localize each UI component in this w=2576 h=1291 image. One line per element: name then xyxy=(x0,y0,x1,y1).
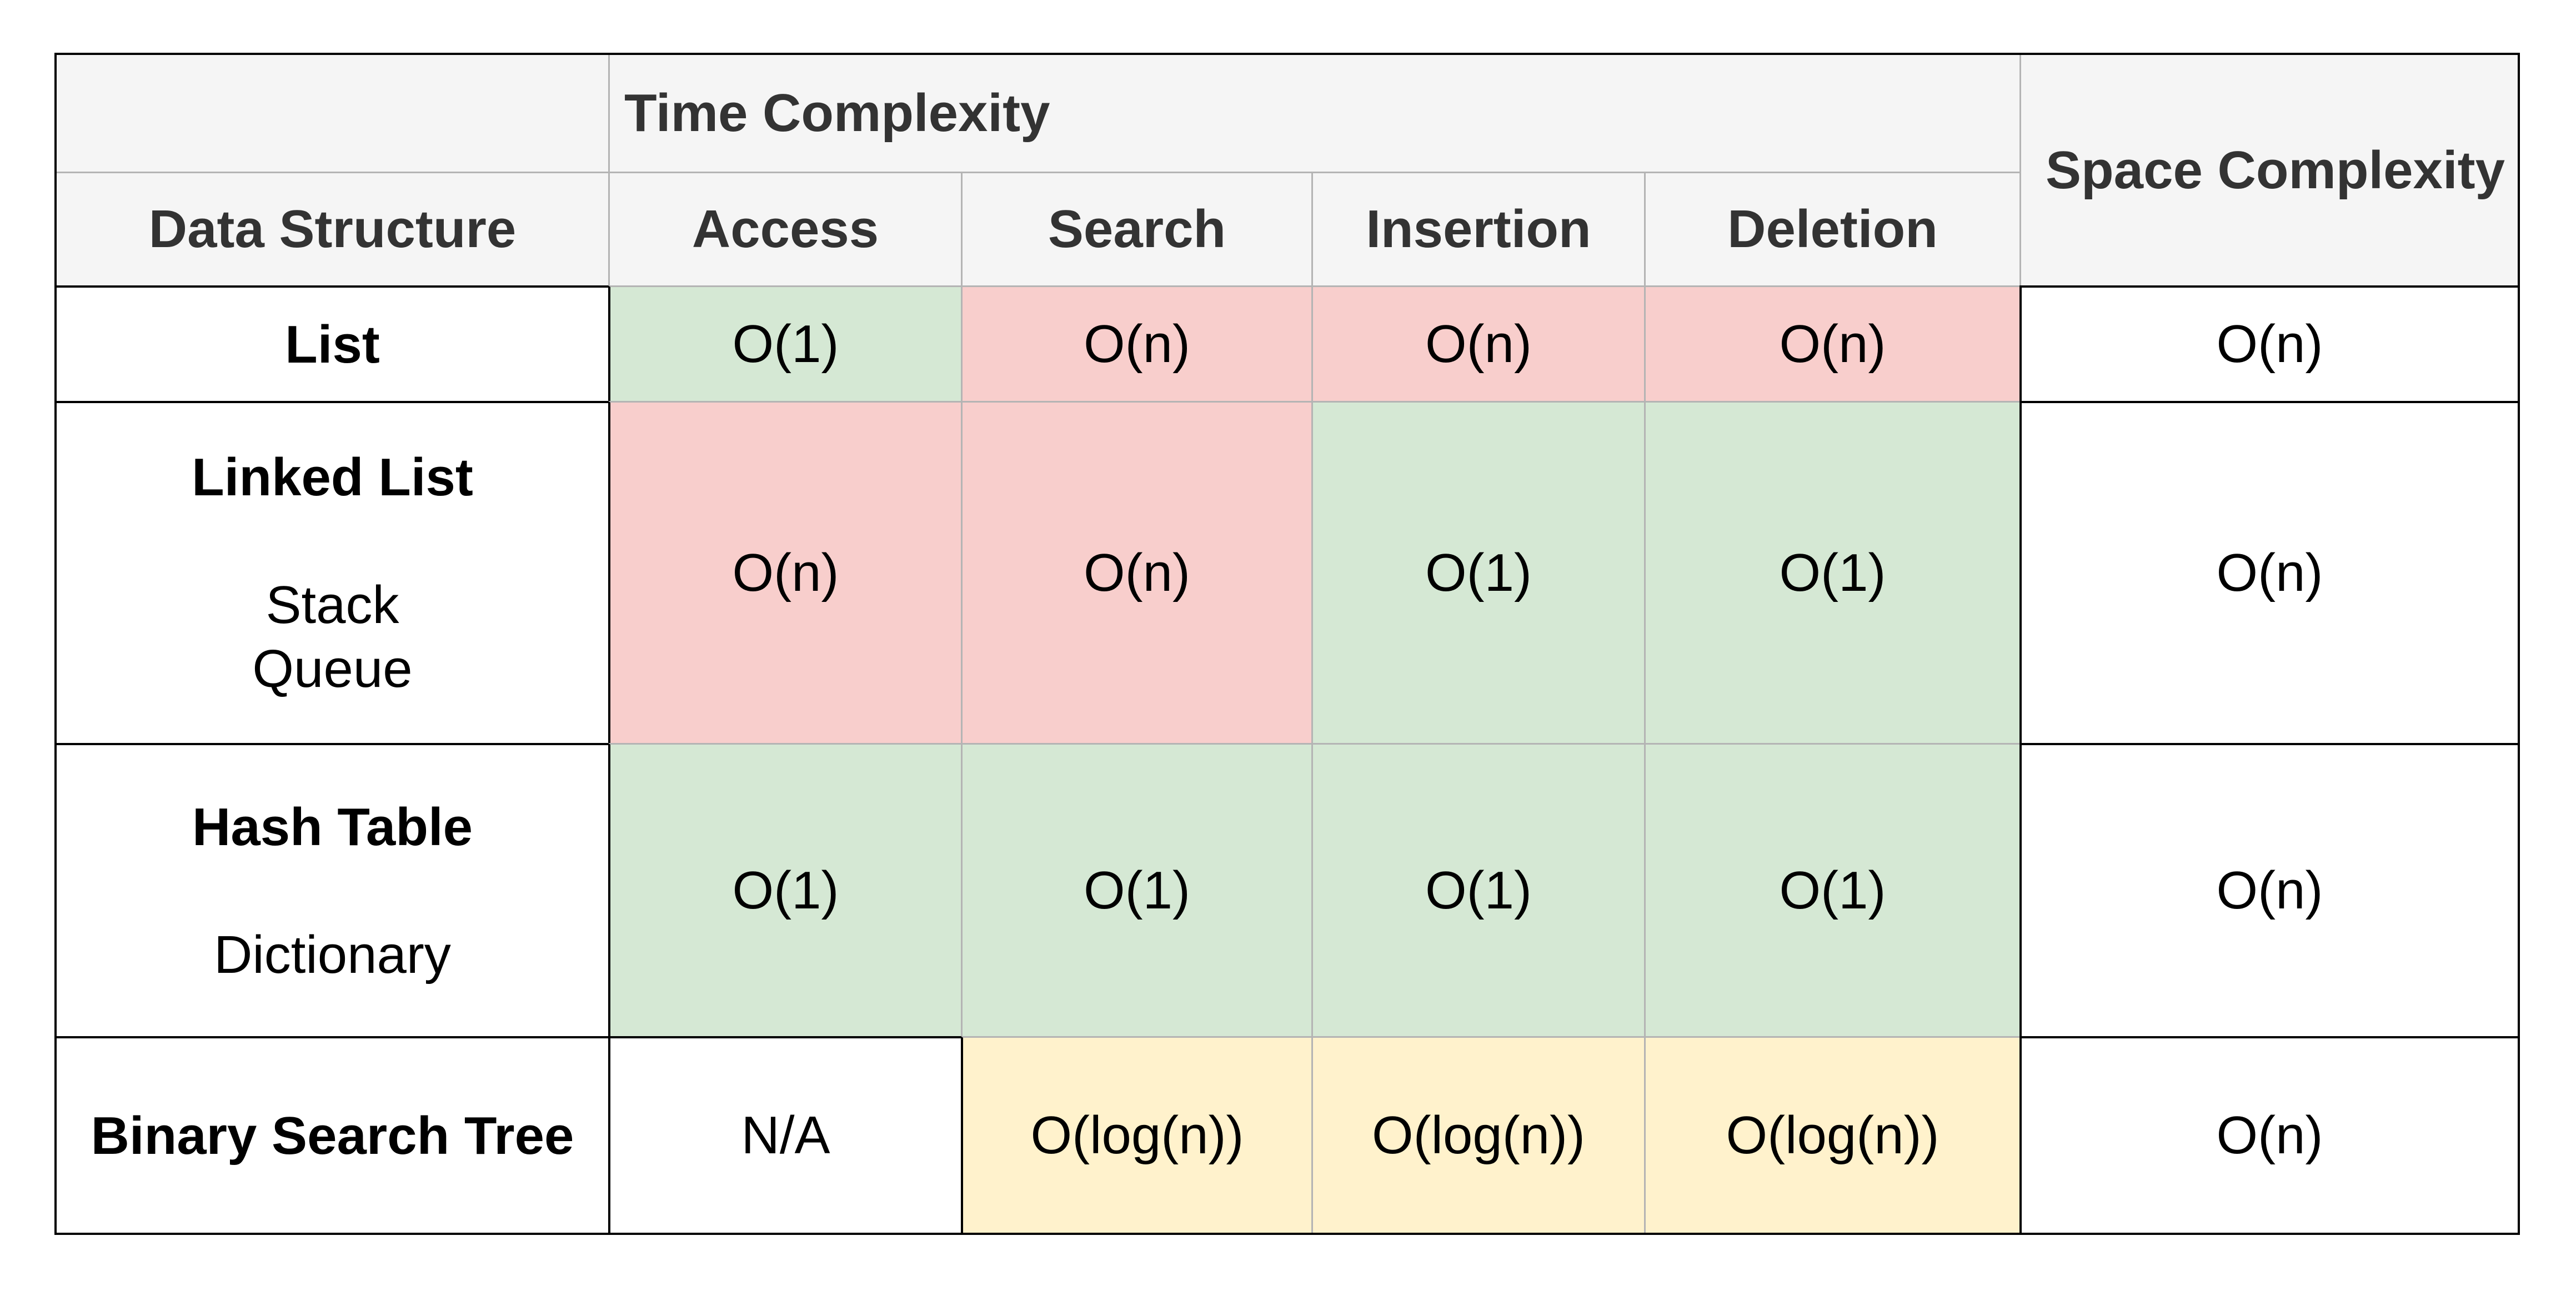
cell-binary-search-tree-deletion: O(log(n)) xyxy=(1644,1036,2019,1233)
header-corner-cell xyxy=(57,55,608,172)
row-name-hash-table: Hash Table xyxy=(192,797,473,857)
cell-hash-table-space: O(n) xyxy=(2019,743,2518,1036)
cell-linked-list-insertion: O(1) xyxy=(1311,401,1644,743)
cell-list-search: O(n) xyxy=(961,285,1311,401)
row-label-list: List xyxy=(57,285,608,401)
cell-linked-list-search: O(n) xyxy=(961,401,1311,743)
complexity-table: Time Complexity Space Complexity Data St… xyxy=(54,53,2520,1235)
cell-hash-table-insertion: O(1) xyxy=(1311,743,1644,1036)
row-subname-queue: Queue xyxy=(252,639,413,699)
row-label-hash-table: Hash Table Dictionary xyxy=(57,743,608,1036)
header-insertion: Insertion xyxy=(1311,172,1644,285)
row-name-list: List xyxy=(285,314,380,374)
cell-binary-search-tree-search: O(log(n)) xyxy=(961,1036,1311,1233)
header-space-complexity: Space Complexity xyxy=(2019,55,2518,285)
cell-list-access: O(1) xyxy=(608,285,961,401)
header-search: Search xyxy=(961,172,1311,285)
cell-binary-search-tree-space: O(n) xyxy=(2019,1036,2518,1233)
cell-list-insertion: O(n) xyxy=(1311,285,1644,401)
cell-list-deletion: O(n) xyxy=(1644,285,2019,401)
header-data-structure: Data Structure xyxy=(57,172,608,285)
row-subname-dictionary: Dictionary xyxy=(214,925,451,984)
row-name-linked-list: Linked List xyxy=(192,448,473,507)
row-subname-stack: Stack xyxy=(265,575,399,635)
cell-linked-list-space: O(n) xyxy=(2019,401,2518,743)
cell-hash-table-access: O(1) xyxy=(608,743,961,1036)
row-name-binary-search-tree: Binary Search Tree xyxy=(91,1106,574,1166)
cell-binary-search-tree-access: N/A xyxy=(608,1036,961,1233)
cell-linked-list-access: O(n) xyxy=(608,401,961,743)
header-time-complexity: Time Complexity xyxy=(608,55,2019,172)
cell-hash-table-deletion: O(1) xyxy=(1644,743,2019,1036)
cell-list-space: O(n) xyxy=(2019,285,2518,401)
header-access: Access xyxy=(608,172,961,285)
cell-linked-list-deletion: O(1) xyxy=(1644,401,2019,743)
row-label-binary-search-tree: Binary Search Tree xyxy=(57,1036,608,1233)
header-deletion: Deletion xyxy=(1644,172,2019,285)
row-label-linked-list: Linked List Stack Queue xyxy=(57,401,608,743)
cell-hash-table-search: O(1) xyxy=(961,743,1311,1036)
cell-binary-search-tree-insertion: O(log(n)) xyxy=(1311,1036,1644,1233)
